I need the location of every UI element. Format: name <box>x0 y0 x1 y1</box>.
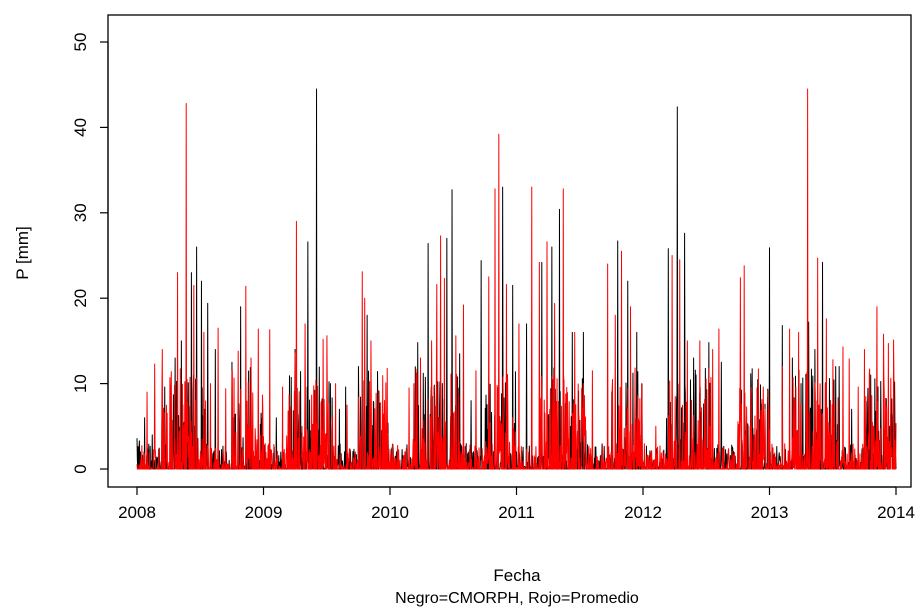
x-tick-label: 2009 <box>245 503 283 522</box>
x-tick-label: 2008 <box>118 503 156 522</box>
x-axis: 2008 2009 2010 2011 2012 2013 2014 <box>118 486 915 522</box>
x-axis-label: Fecha <box>493 566 541 585</box>
series-line-promedio <box>136 88 897 470</box>
series-layer <box>136 88 897 470</box>
y-axis: 0 10 20 30 40 50 <box>71 33 109 474</box>
y-axis-label: P [mm] <box>13 226 32 280</box>
x-tick-label: 2014 <box>877 503 915 522</box>
y-tick-label: 50 <box>71 33 90 52</box>
y-tick-label: 0 <box>71 464 90 473</box>
x-tick-label: 2012 <box>624 503 662 522</box>
y-tick-label: 10 <box>71 374 90 393</box>
x-tick-label: 2013 <box>751 503 789 522</box>
y-tick-label: 40 <box>71 118 90 137</box>
y-tick-label: 20 <box>71 289 90 308</box>
y-tick-label: 30 <box>71 203 90 222</box>
chart-caption: Negro=CMORPH, Rojo=Promedio <box>395 590 639 607</box>
x-tick-label: 2011 <box>498 503 535 522</box>
x-tick-label: 2010 <box>371 503 409 522</box>
